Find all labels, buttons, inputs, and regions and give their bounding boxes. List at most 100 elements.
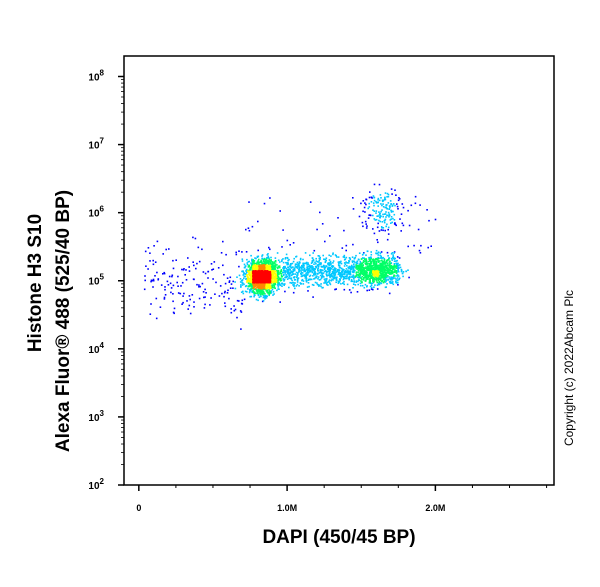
data-point [286,262,288,265]
data-point [246,278,249,281]
data-point [398,277,401,280]
data-point [193,301,195,303]
data-point [165,248,167,251]
data-point [261,290,264,293]
data-point [332,272,335,275]
data-point [307,273,309,276]
data-point [273,284,275,287]
data-point [373,210,376,212]
data-point [345,270,347,272]
data-point [259,271,262,274]
data-point [364,220,367,223]
data-point [309,270,312,273]
data-point [270,262,272,265]
data-point [297,272,299,274]
data-point [396,259,398,262]
data-point [271,261,274,263]
data-point [249,290,251,292]
data-point [284,266,286,269]
data-point [218,295,221,297]
data-point [357,274,360,276]
data-point [358,279,361,282]
data-point [181,268,183,271]
data-point [337,256,340,258]
data-point [251,272,253,274]
data-point [372,280,374,282]
data-point [388,268,390,271]
data-point [309,269,312,272]
data-point [325,273,328,275]
data-point [417,228,420,231]
data-point [372,264,375,267]
data-point [386,192,389,195]
data-point [306,286,309,288]
data-point [380,265,383,267]
data-point [372,272,374,274]
data-point [369,259,371,261]
data-point [252,290,254,292]
data-point [258,290,260,292]
data-point [408,276,410,279]
data-point [230,311,233,314]
data-point [256,285,259,288]
data-point [384,213,387,215]
data-point [383,221,386,224]
data-point [379,216,381,219]
data-point [381,266,384,269]
data-point [303,268,305,271]
data-point [304,270,307,273]
data-point [292,242,295,244]
data-point [382,266,385,268]
data-point [260,295,262,298]
data-point [323,278,326,280]
data-point [247,261,250,263]
data-point [385,261,388,263]
data-point [248,280,250,283]
data-point [274,264,277,267]
data-point [352,197,354,199]
data-point [154,261,157,263]
data-point [285,267,287,270]
data-point [234,287,237,290]
data-point [273,274,275,277]
data-point [277,259,280,262]
data-point [377,197,380,200]
data-point [262,284,265,287]
data-point [295,255,298,258]
data-point [288,286,290,289]
data-point [284,276,287,279]
data-point [388,216,390,218]
data-point [381,257,383,259]
plot-frame [123,55,555,486]
data-point [241,258,244,260]
data-point [345,261,347,263]
data-point [305,281,308,283]
data-point [164,286,166,288]
data-point [292,284,294,286]
data-point [292,273,294,275]
data-point [362,225,364,228]
data-point [312,284,315,286]
data-point [263,272,266,275]
data-point [254,294,256,296]
data-point [240,291,243,293]
data-point [277,266,280,268]
data-point [383,257,386,260]
data-point [276,272,279,274]
data-point [271,267,273,269]
data-point [386,276,388,279]
data-point [393,219,396,221]
data-point [168,248,170,250]
data-point [366,277,368,280]
data-point [357,271,359,274]
data-point [426,209,428,211]
data-point [373,286,375,288]
data-point [280,277,282,280]
data-point [377,266,380,268]
data-point [203,307,206,309]
data-point [262,296,265,299]
data-point [418,249,421,252]
data-point [384,206,387,209]
data-point [249,279,251,282]
data-point [372,278,374,280]
